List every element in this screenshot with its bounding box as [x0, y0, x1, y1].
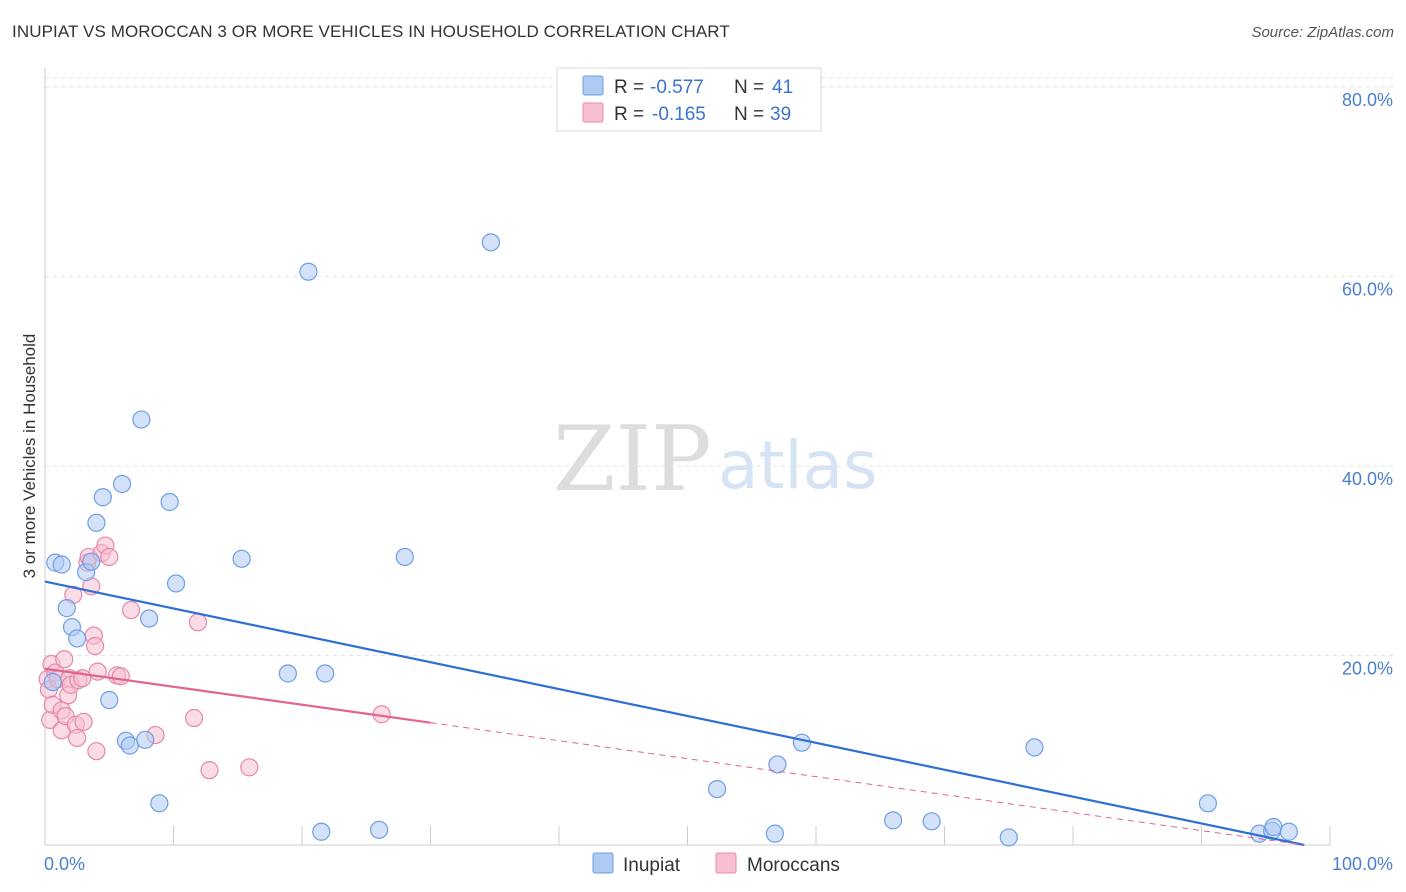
inupiat-point-39	[1264, 817, 1283, 837]
inupiat-point-35	[1025, 738, 1044, 757]
legend-moroccans-swatch	[715, 852, 737, 874]
watermark: ZIP atlas	[553, 407, 878, 512]
series-legend: Inupiat Moroccans	[592, 852, 840, 876]
inupiat-point-8	[87, 513, 106, 532]
inupiat-point-24	[316, 664, 335, 683]
inupiat-point-20	[232, 549, 251, 568]
inupiat-point-14	[132, 410, 151, 429]
inupiat-point-22	[299, 262, 318, 281]
x-tick-label-min: 0.0%	[44, 854, 85, 874]
inupiat-points	[43, 233, 1298, 847]
inupiat-trend-line	[44, 580, 1305, 847]
moroccan-n-label: N =	[734, 104, 764, 125]
inupiat-point-10	[100, 690, 119, 710]
inupiat-n-value: 41	[772, 77, 793, 98]
y-tick-label-60: 60.0%	[1342, 279, 1393, 299]
inupiat-point-26	[395, 547, 414, 567]
trend-lines	[44, 580, 1305, 847]
inupiat-point-19	[166, 574, 186, 593]
x-tick-marks	[44, 826, 1331, 845]
moroccan-r-value: -0.165	[652, 104, 706, 125]
y-tick-labels: 20.0% 40.0% 60.0% 80.0%	[1342, 90, 1393, 679]
inupiat-point-0	[43, 672, 62, 692]
inupiat-r-value: -0.577	[650, 77, 704, 98]
inupiat-r-label: R =	[614, 77, 644, 98]
moroccan-point-19	[74, 712, 93, 731]
gridlines	[45, 77, 1393, 656]
inupiat-point-21	[278, 664, 297, 683]
moroccan-points	[38, 536, 391, 780]
legend-inupiat-label: Inupiat	[623, 855, 681, 876]
inupiat-point-29	[765, 824, 784, 843]
inupiat-point-31	[792, 733, 811, 752]
source-label: Source: ZipAtlas.com	[1251, 24, 1394, 41]
moroccan-point-9	[55, 650, 74, 669]
inupiat-point-9	[93, 488, 112, 507]
moroccan-point-24	[86, 636, 105, 656]
moroccan-point-31	[111, 667, 130, 686]
inupiat-point-28	[707, 779, 727, 799]
moroccan-point-36	[200, 761, 219, 780]
x-tick-label-max: 100.0%	[1332, 854, 1393, 874]
inupiat-point-33	[922, 812, 941, 831]
chart-title: INUPIAT VS MOROCCAN 3 OR MORE VEHICLES I…	[12, 22, 730, 41]
inupiat-point-18	[160, 492, 179, 512]
moroccan-point-37	[240, 758, 259, 777]
inupiat-point-7	[82, 552, 101, 571]
inupiat-point-36	[1198, 794, 1218, 813]
y-tick-label-80: 80.0%	[1342, 90, 1393, 110]
inupiat-point-25	[370, 820, 389, 839]
inupiat-point-13	[120, 736, 139, 755]
inupiat-point-15	[136, 730, 155, 749]
moroccan-trend-extension	[430, 722, 1305, 846]
inupiat-point-27	[481, 233, 500, 252]
y-axis-label: 3 or more Vehicles in Household	[20, 334, 39, 579]
moroccan-trend-line	[44, 667, 431, 724]
inupiat-point-11	[112, 474, 132, 494]
moroccan-n-value: 39	[770, 104, 791, 125]
inupiat-point-17	[150, 794, 169, 813]
inupiat-point-32	[883, 811, 903, 830]
inupiat-point-30	[768, 755, 787, 774]
inupiat-point-2	[52, 555, 71, 574]
inupiat-n-label: N =	[734, 77, 764, 98]
y-tick-label-40: 40.0%	[1342, 469, 1393, 489]
inupiat-point-16	[139, 609, 159, 628]
inupiat-point-5	[68, 629, 87, 648]
legend-moroccans-label: Moroccans	[747, 855, 840, 876]
stats-legend: R = -0.577 N = 41 R = -0.165 N = 39	[556, 67, 822, 132]
moroccan-legend-swatch	[582, 102, 604, 123]
inupiat-point-3	[57, 599, 76, 618]
inupiat-legend-swatch	[582, 75, 604, 96]
moroccan-point-16	[68, 728, 87, 748]
moroccan-point-35	[188, 613, 208, 632]
inupiat-point-23	[312, 822, 331, 841]
moroccan-point-29	[100, 547, 119, 567]
inupiat-point-34	[999, 828, 1018, 847]
inupiat-point-40	[1279, 822, 1298, 841]
moroccan-point-34	[184, 708, 204, 728]
moroccan-r-label: R =	[614, 104, 644, 125]
legend-inupiat-swatch	[592, 852, 614, 874]
moroccan-point-25	[87, 742, 106, 761]
watermark-zip: ZIP	[553, 407, 712, 512]
moroccan-point-32	[121, 600, 141, 620]
y-tick-label-20: 20.0%	[1342, 658, 1393, 678]
